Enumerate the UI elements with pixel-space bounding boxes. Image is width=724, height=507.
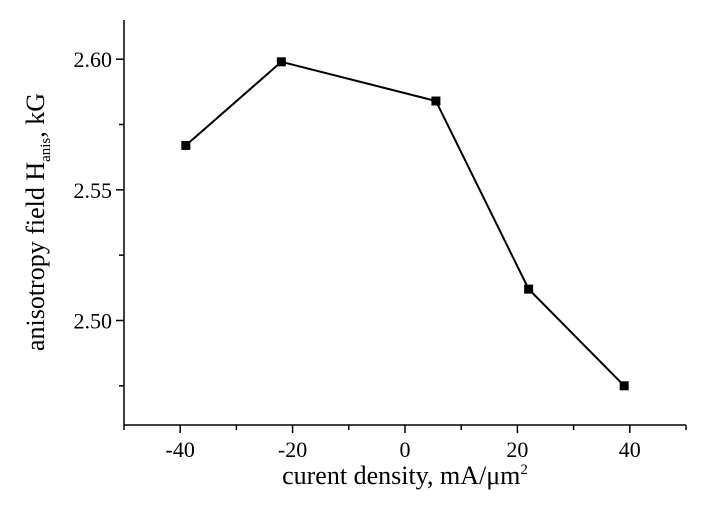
x-axis-title: curent density, mA/μm2	[282, 461, 528, 490]
y-tick-label: 2.55	[74, 178, 113, 203]
y-axis-title: anisotropy field Hanis, kG	[21, 93, 54, 351]
series-line	[185, 60, 625, 387]
data-point	[431, 96, 441, 106]
series	[181, 57, 629, 391]
data-point	[619, 381, 629, 391]
y-tick-label: 2.50	[74, 308, 113, 333]
x-tick-label: -40	[166, 437, 195, 462]
y-tick-label: 2.60	[74, 47, 113, 72]
ticks: -40 -20 0 20 40 2.50 2.55 2.60	[74, 47, 687, 462]
x-tick-label: -20	[278, 437, 307, 462]
x-tick-label: 0	[400, 437, 411, 462]
data-point	[181, 140, 191, 150]
x-tick-label: 40	[619, 437, 641, 462]
data-point	[276, 57, 286, 67]
x-tick-label: 20	[506, 437, 528, 462]
data-point	[524, 284, 534, 294]
